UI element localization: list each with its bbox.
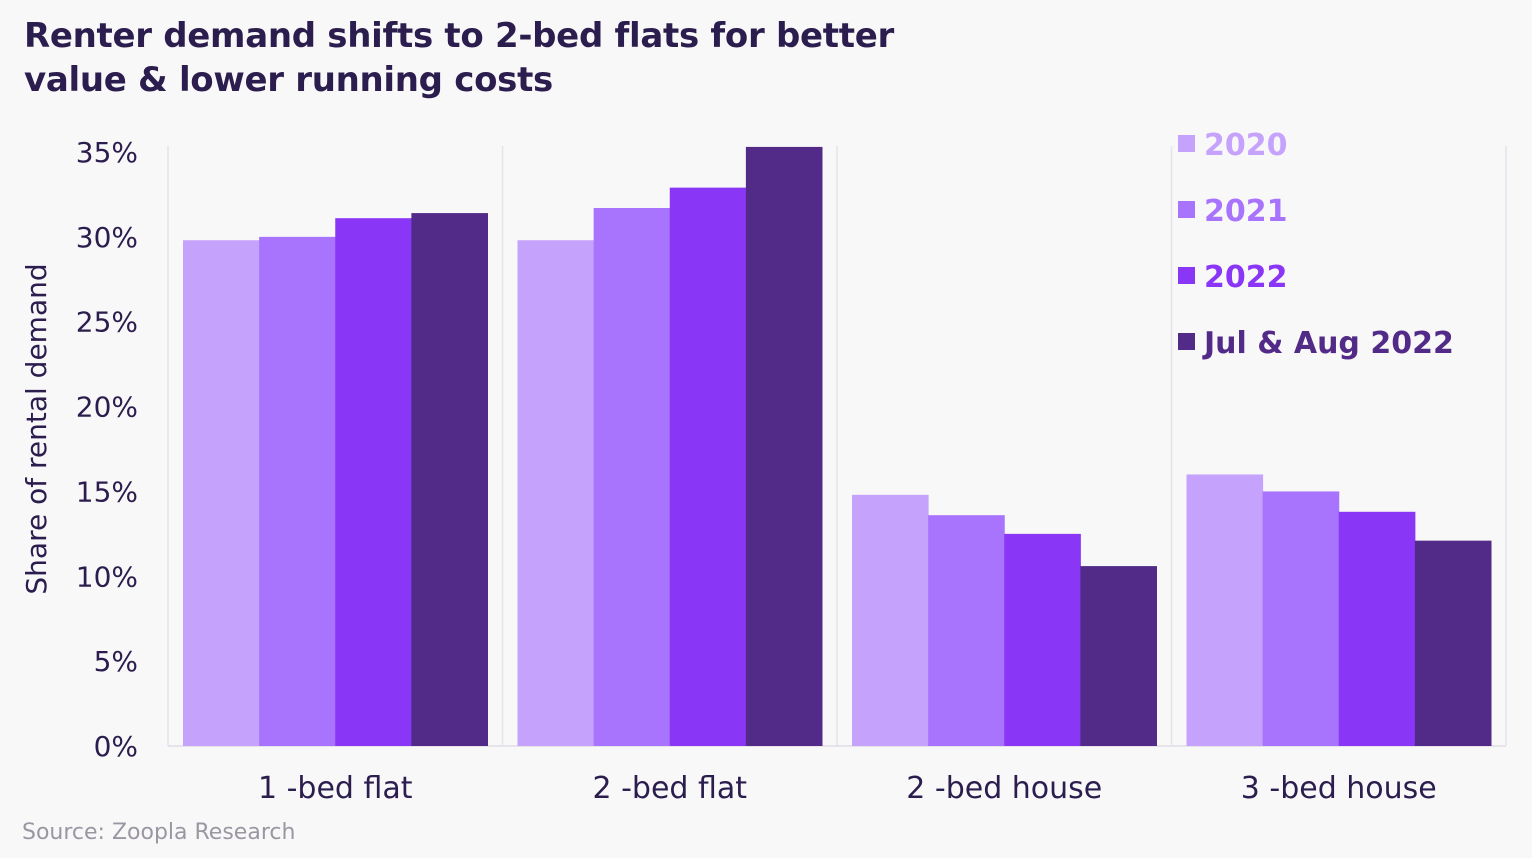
bar [411, 213, 488, 746]
legend-label: 2021 [1204, 194, 1288, 229]
bar [593, 208, 671, 746]
y-tick-label: 5% [94, 645, 138, 678]
legend-swatch [1178, 201, 1195, 218]
bar [745, 146, 823, 746]
bar [852, 494, 929, 746]
chart-title-line-1: Renter demand shifts to 2-bed flats for … [24, 16, 894, 56]
y-axis-label: Share of rental demand [20, 263, 53, 594]
legend-label: Jul & Aug 2022 [1202, 326, 1454, 361]
x-tick-label: 3 -bed house [1241, 771, 1437, 806]
y-tick-label: 25% [76, 306, 138, 339]
y-tick-label: 10% [76, 560, 138, 593]
legend-label: 2022 [1204, 260, 1288, 295]
x-tick-label: 2 -bed house [906, 771, 1102, 806]
bar [517, 240, 595, 746]
bar [1338, 511, 1416, 746]
legend-swatch [1178, 135, 1195, 152]
legend-label: 2020 [1204, 128, 1288, 163]
bar [1186, 474, 1264, 746]
bar [669, 187, 747, 746]
y-tick-label: 15% [76, 475, 138, 508]
y-tick-label: 30% [76, 221, 138, 254]
x-tick-label: 1 -bed flat [258, 771, 413, 806]
bar [259, 236, 336, 746]
bar [1414, 540, 1492, 746]
bar [1004, 533, 1081, 746]
y-tick-label: 0% [94, 730, 138, 763]
bar [928, 515, 1005, 746]
source-note: Source: Zoopla Research [22, 820, 296, 845]
chart-title: Renter demand shifts to 2-bed flats for … [24, 14, 924, 102]
bar [1262, 491, 1340, 746]
bar [1080, 566, 1157, 746]
legend-swatch [1178, 267, 1195, 284]
bar [335, 218, 412, 746]
chart-title-line-2: value & lower running costs [24, 60, 553, 100]
legend-swatch [1178, 333, 1195, 350]
bar [183, 240, 260, 746]
x-tick-label: 2 -bed flat [592, 771, 747, 806]
y-tick-label: 20% [76, 391, 138, 424]
y-tick-label: 35% [76, 136, 138, 169]
